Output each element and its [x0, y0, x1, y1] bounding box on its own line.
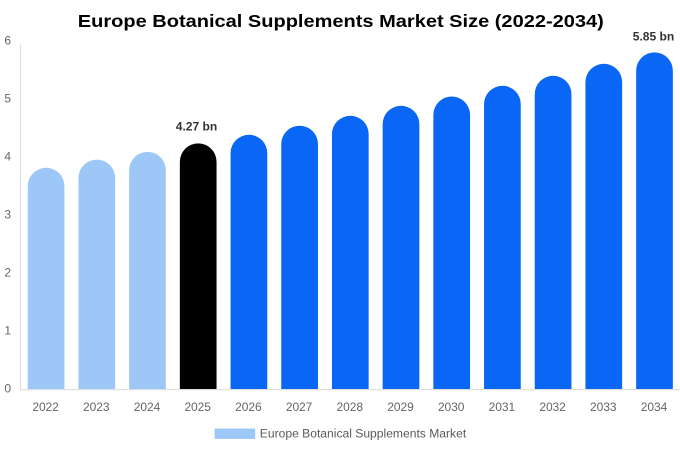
svg-text:5: 5 [4, 92, 11, 106]
svg-text:2033: 2033 [590, 400, 617, 414]
svg-text:2029: 2029 [387, 400, 414, 414]
svg-text:5.85 bn: 5.85 bn [633, 31, 675, 44]
svg-text:6: 6 [4, 34, 11, 48]
svg-text:Europe Botanical Supplements M: Europe Botanical Supplements Market [260, 427, 467, 441]
svg-text:2022: 2022 [32, 400, 59, 414]
svg-text:2034: 2034 [641, 400, 668, 414]
svg-text:2027: 2027 [286, 400, 313, 414]
svg-text:0: 0 [4, 382, 11, 396]
svg-text:Europe Botanical Supplements M: Europe Botanical Supplements Market Size… [78, 11, 604, 31]
svg-text:2032: 2032 [539, 400, 566, 414]
svg-text:2030: 2030 [438, 400, 465, 414]
svg-text:2026: 2026 [235, 400, 262, 414]
svg-text:2: 2 [4, 266, 11, 280]
svg-text:1: 1 [4, 324, 11, 338]
svg-text:4.27 bn: 4.27 bn [176, 121, 218, 134]
svg-text:2031: 2031 [489, 400, 516, 414]
svg-text:4: 4 [4, 150, 11, 164]
svg-text:2023: 2023 [83, 400, 110, 414]
svg-text:2025: 2025 [184, 400, 211, 414]
svg-text:2024: 2024 [134, 400, 161, 414]
svg-text:2028: 2028 [337, 400, 364, 414]
svg-text:3: 3 [4, 208, 11, 222]
